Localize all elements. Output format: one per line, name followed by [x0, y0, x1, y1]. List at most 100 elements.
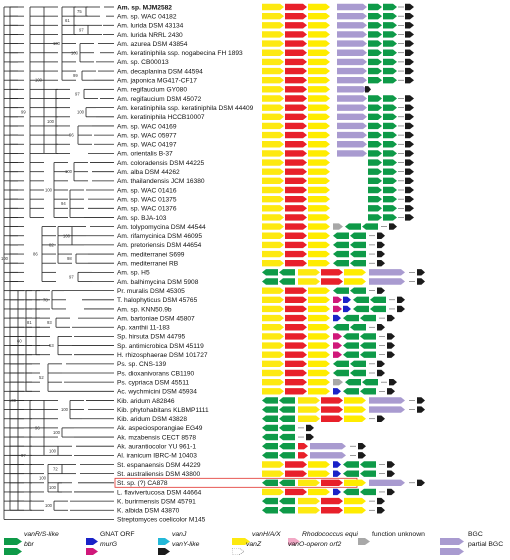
gene-arrow [308, 352, 330, 358]
taxon-label: Ap. xanthii 11-183 [117, 325, 170, 332]
gene-arrow [262, 169, 284, 175]
gene-arrow [262, 150, 284, 156]
gene-arrow [377, 251, 385, 257]
gene-arrow [262, 31, 284, 37]
gene-arrow [262, 278, 278, 284]
gene-arrow [262, 416, 278, 422]
gene-arrow [377, 260, 385, 266]
gene-arrow [337, 86, 367, 92]
gene-arrow [362, 223, 378, 229]
taxon-label: Am. sp. MJM2582 [117, 4, 172, 11]
gene-arrow [387, 315, 395, 321]
gene-arrow [383, 114, 397, 120]
taxon-label: Am. keratiniphila HCCB10007 [117, 114, 205, 121]
gene-arrow [369, 480, 405, 486]
gene-arrow [417, 406, 425, 412]
gene-arrow [262, 205, 284, 211]
gene-arrow [344, 507, 366, 513]
bootstrap-value: 86 [33, 252, 38, 257]
gene-arrow [321, 406, 343, 412]
bootstrap-value: 96 [35, 425, 40, 430]
taxon-label: Am. pretoriensis DSM 44654 [117, 242, 202, 249]
gene-arrow [310, 452, 346, 458]
gene-arrow [308, 242, 330, 248]
gene-arrow [368, 95, 382, 101]
gene-arrow [383, 22, 397, 28]
bootstrap-value: 99 [73, 73, 78, 78]
gene-arrow [321, 269, 343, 275]
gene-arrow [350, 260, 366, 266]
gene-arrow [285, 214, 307, 220]
gene-arrow [368, 77, 382, 83]
gene-arrow [262, 452, 278, 458]
gene-arrow [368, 13, 382, 19]
gene-arrow [279, 278, 295, 284]
gene-arrow [285, 123, 307, 129]
taxon-label: Am. balhimycina DSM 5908 [117, 279, 199, 286]
gene-arrow [405, 214, 414, 220]
gene-arrow [368, 150, 382, 156]
gene-arrow [285, 233, 307, 239]
gene-arrow [369, 269, 405, 275]
gene-arrow [298, 278, 320, 284]
gene-arrow [279, 416, 295, 422]
gene-arrow [308, 187, 330, 193]
gene-arrow [417, 397, 425, 403]
gene-arrow [345, 379, 361, 385]
taxon-label: Ps. sp. CNS-139 [117, 361, 166, 368]
taxon-label: Am. mediterranei RB [117, 261, 179, 268]
bootstrap-value: 97 [75, 91, 80, 96]
taxon-label: Am. thailandensis JCM 16380 [117, 178, 205, 185]
gene-arrow [387, 470, 395, 476]
gene-arrow [387, 333, 395, 339]
taxon-label: L. flavivertucosa DSM 44664 [117, 489, 202, 496]
gene-arrow [383, 4, 397, 10]
gene-arrow [333, 379, 343, 385]
gene-arrow [285, 251, 307, 257]
gene-arrow [308, 114, 330, 120]
gene-arrow [387, 342, 395, 348]
gene-arrow [377, 242, 385, 248]
gene-arrow [370, 297, 386, 303]
gene-arrow [285, 50, 307, 56]
gene-arrow [308, 59, 330, 65]
taxon-label: Ak. aurantiocolor YU 961-1 [117, 444, 196, 451]
gene-arrow [368, 178, 382, 184]
gene-arrow [337, 123, 367, 129]
gene-arrow [383, 68, 397, 74]
gene-arrow [405, 68, 414, 74]
gene-arrow [343, 315, 359, 321]
taxon-label: Am. sp. WAC 01375 [117, 196, 177, 203]
taxon-label: Am. rifamycinica DSM 46095 [117, 233, 202, 240]
gene-arrow [285, 104, 307, 110]
gene-arrow [262, 114, 284, 120]
gene-arrow [337, 68, 367, 74]
taxon-label: Ac. wychmicini DSM 45934 [117, 389, 197, 396]
gene-arrow [337, 114, 367, 120]
gene-arrow [308, 31, 330, 37]
gene-arrow [308, 141, 330, 147]
gene-arrow [345, 223, 361, 229]
gene-arrow [262, 260, 284, 266]
gene-arrow [285, 352, 307, 358]
bootstrap-value: 82 [49, 242, 54, 247]
gene-arrow [368, 214, 382, 220]
taxon-label: T. halophyticus DSM 45765 [117, 297, 198, 304]
taxon-label: Sp. antimicrobica DSM 45119 [117, 343, 204, 350]
gene-arrow [383, 40, 397, 46]
gene-arrow [333, 315, 341, 321]
gene-arrow [417, 278, 425, 284]
gene-arrow [262, 388, 284, 394]
gene-arrow [333, 370, 349, 376]
gene-arrow [405, 22, 414, 28]
gene-arrow [337, 50, 367, 56]
bootstrap-value: 100 [35, 78, 43, 83]
gene-arrow [337, 13, 367, 19]
gene-arrow [298, 507, 320, 513]
gene-arrow [262, 297, 284, 303]
gene-arrow [262, 361, 284, 367]
gene-arrow [333, 470, 341, 476]
gene-arrow [369, 278, 405, 284]
gene-arrow [405, 114, 414, 120]
taxon-label: K. burirmensis DSM 45791 [117, 498, 196, 505]
